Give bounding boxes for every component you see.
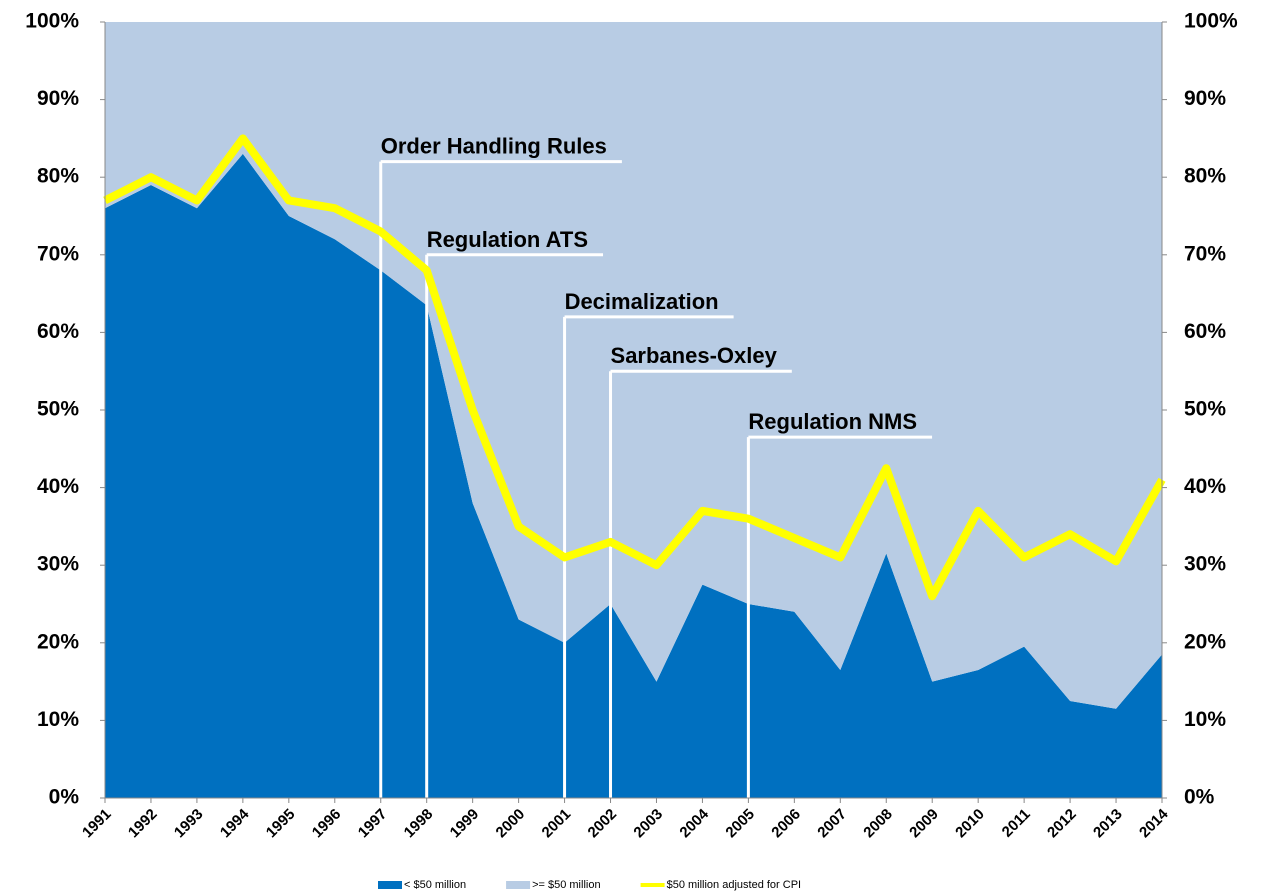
x-tick-label: 2011 [999,806,1034,841]
annotation-label: Regulation ATS [427,227,588,252]
y-tick-label: 10% [37,708,79,731]
y2-tick-label: 0% [1184,786,1215,809]
x-tick-label: 2007 [814,806,850,842]
y-tick-label: 90% [37,87,79,110]
y-tick-label: 50% [37,398,79,421]
y-tick-label: 70% [37,242,79,265]
annotation-label: Decimalization [565,289,719,314]
y-tick-label: 40% [37,475,79,498]
x-tick-label: 2005 [722,806,758,842]
legend-label: $50 million adjusted for CPI [667,879,802,891]
legend-swatch [378,881,402,889]
y2-tick-label: 60% [1184,320,1226,343]
x-tick-label: 1998 [401,806,437,842]
x-tick-label: 1993 [171,806,207,842]
x-tick-label: 2004 [676,805,712,841]
y2-tick-label: 100% [1184,10,1238,33]
annotation-label: Regulation NMS [748,409,917,434]
x-tick-label: 2006 [768,806,804,842]
x-tick-label: 1994 [217,805,253,841]
x-tick-label: 2010 [952,806,988,842]
legend-item: < $50 million [378,879,466,891]
y2-tick-label: 20% [1184,630,1226,653]
x-tick-label: 2009 [906,806,942,842]
x-tick-label: 1999 [447,806,483,842]
x-tick-label: 2002 [585,806,621,842]
y-tick-label: 80% [37,165,79,188]
x-tick-label: 2000 [493,806,529,842]
x-tick-label: 2003 [630,806,666,842]
area [105,22,1162,709]
area [105,153,1162,799]
x-tick-label: 2008 [860,806,896,842]
legend-label: >= $50 million [532,879,601,891]
y-tick-label: 100% [25,10,79,33]
annotation-label: Order Handling Rules [381,134,607,159]
y2-tick-label: 30% [1184,553,1226,576]
legend-item: $50 million adjusted for CPI [640,879,802,891]
y2-tick-label: 70% [1184,242,1226,265]
x-tick-label: 2001 [539,806,575,842]
y2-tick-label: 80% [1184,165,1226,188]
x-tick-label: 1995 [263,806,299,842]
x-tick-label: 1992 [125,806,161,842]
legend-item: >= $50 million [506,879,601,891]
legend: < $50 million >= $50 million $50 million a… [378,879,801,891]
y-tick-label: 30% [37,553,79,576]
y2-tick-label: 90% [1184,87,1226,110]
y-tick-label: 0% [49,786,80,809]
y2-tick-label: 50% [1184,398,1226,421]
line [103,134,1166,601]
y2-tick-label: 10% [1184,708,1226,731]
y-tick-label: 20% [37,630,79,653]
legend-label: < $50 million [404,879,466,891]
annotation-label: Sarbanes-Oxley [611,343,778,368]
legend-swatch [506,881,531,889]
x-tick-label: 2014 [1136,805,1172,841]
x-tick-label: 1997 [355,806,391,842]
x-tick-label: 2013 [1090,806,1126,842]
y-tick-label: 60% [37,320,79,343]
x-tick-label: 1991 [79,806,115,842]
y2-tick-label: 40% [1184,475,1226,498]
x-tick-label: 2012 [1044,806,1080,842]
x-tick-label: 1996 [309,806,345,842]
